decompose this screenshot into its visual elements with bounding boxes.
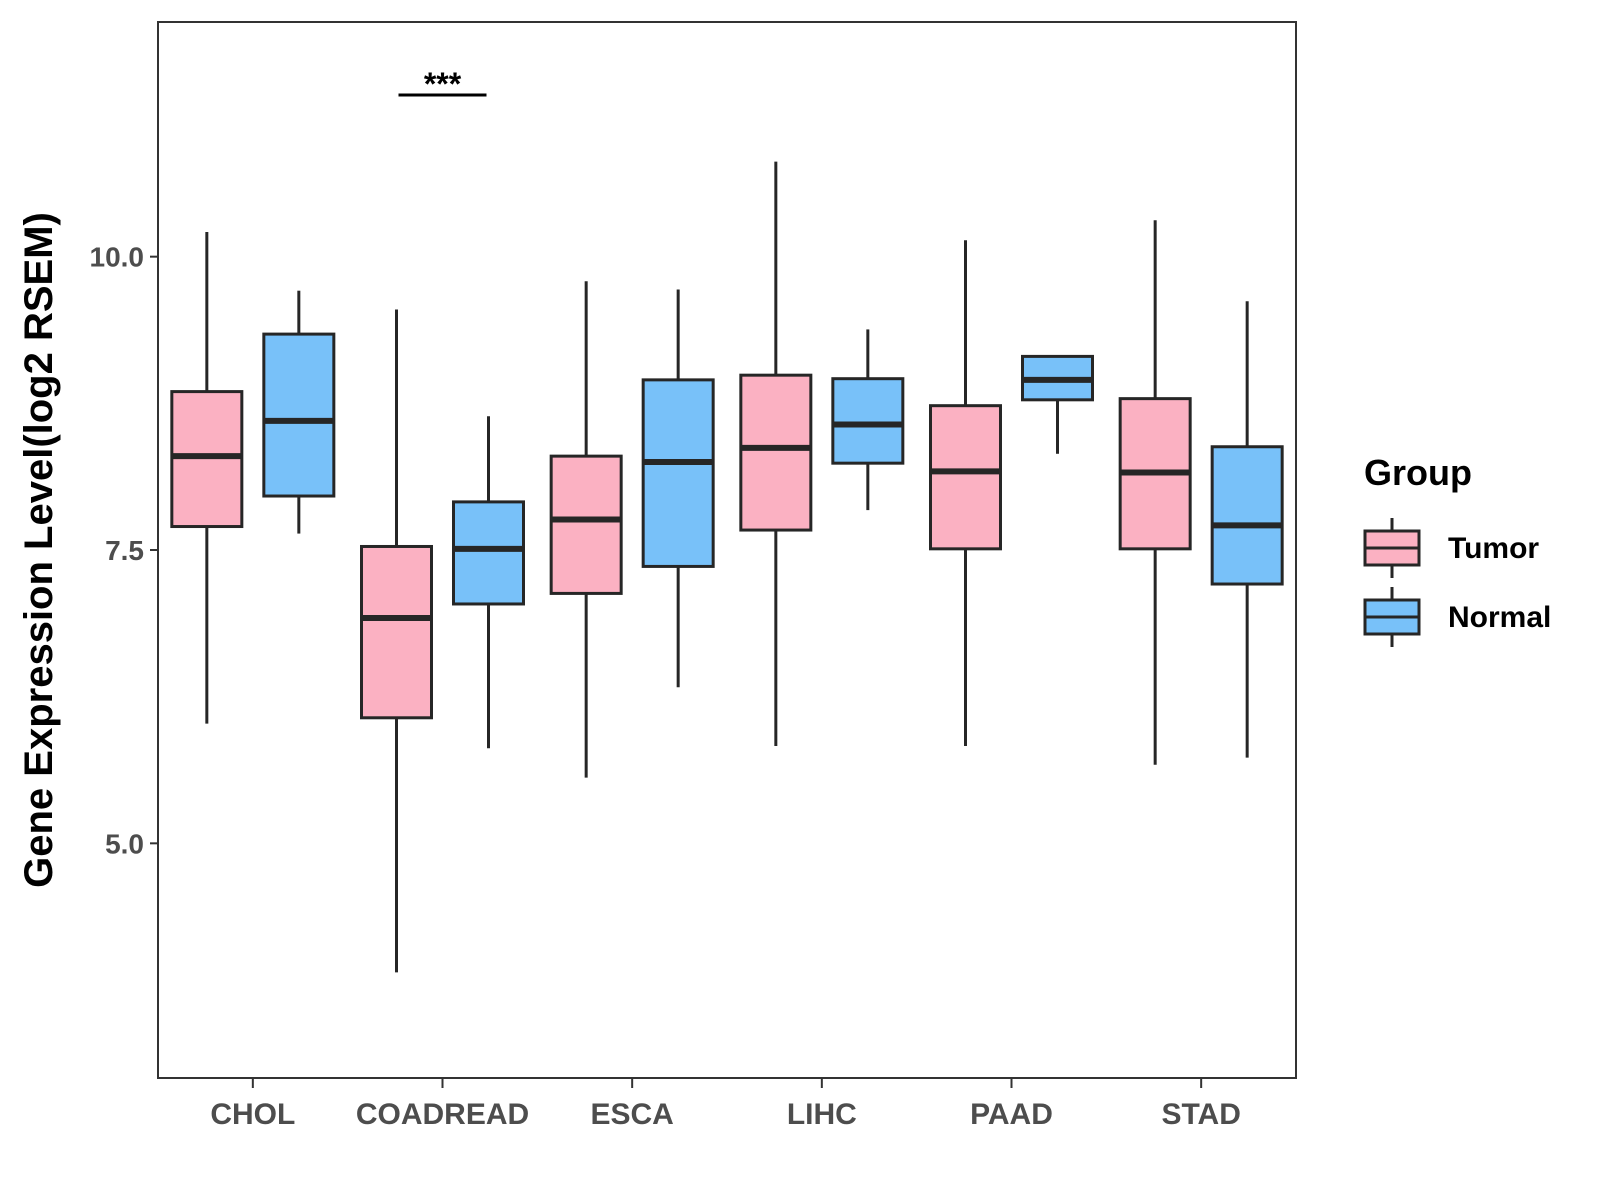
box-body-coadread-tumor xyxy=(360,544,433,720)
x-tick-label: ESCA xyxy=(590,1098,673,1131)
box-body-esca-tumor xyxy=(549,454,623,595)
significance-label: *** xyxy=(424,66,462,102)
x-tick-label: CHOL xyxy=(210,1098,295,1131)
box-body-paad-tumor xyxy=(929,404,1002,551)
legend-item-tumor: Tumor xyxy=(1363,518,1539,578)
legend-title: Group xyxy=(1364,452,1472,493)
series-normal xyxy=(262,289,1284,758)
legend-label-tumor: Tumor xyxy=(1448,532,1539,565)
x-axis: CHOL COADREAD ESCA LIHC PAAD STAD xyxy=(210,1078,1241,1131)
y-axis-title: Gene Expression Level(log2 RSEM) xyxy=(17,212,61,888)
series-tumor xyxy=(170,161,1192,973)
box-esca-normal xyxy=(641,289,715,688)
box-chol-tumor xyxy=(170,232,244,724)
legend-items: Tumor Normal xyxy=(1363,518,1551,647)
box-body-chol-normal xyxy=(262,332,336,498)
box-body-lihc-normal xyxy=(831,377,905,465)
box-lihc-tumor xyxy=(739,161,813,746)
y-axis: 5.0 7.5 10.0 xyxy=(90,242,158,859)
y-tick-label: 5.0 xyxy=(105,828,144,859)
box-stad-normal xyxy=(1210,301,1284,758)
legend-label-normal: Normal xyxy=(1448,601,1551,634)
legend: Group Tumor Normal xyxy=(1363,452,1551,647)
box-body-lihc-tumor xyxy=(739,373,813,532)
plot-panel-background xyxy=(158,22,1296,1078)
box-paad-tumor xyxy=(929,240,1002,746)
box-coadread-tumor xyxy=(360,309,433,973)
x-tick-label: PAAD xyxy=(970,1098,1053,1131)
box-paad-normal xyxy=(1021,354,1094,454)
y-tick-label: 10.0 xyxy=(90,242,145,273)
box-body-esca-normal xyxy=(641,378,715,568)
box-chol-normal xyxy=(262,290,336,534)
box-stad-tumor xyxy=(1118,220,1192,765)
box-body-coadread-normal xyxy=(452,500,525,606)
x-tick-label: COADREAD xyxy=(356,1098,529,1131)
x-tick-label: STAD xyxy=(1161,1098,1240,1131)
boxes-layer xyxy=(170,161,1284,973)
box-body-stad-normal xyxy=(1210,445,1284,586)
legend-item-normal: Normal xyxy=(1363,587,1551,647)
box-esca-tumor xyxy=(549,281,623,778)
annotation-layer: *** xyxy=(398,66,487,102)
y-tick-label: 7.5 xyxy=(105,535,144,566)
x-tick-label: LIHC xyxy=(787,1098,857,1131)
box-lihc-normal xyxy=(831,329,905,511)
box-coadread-normal xyxy=(452,416,525,749)
